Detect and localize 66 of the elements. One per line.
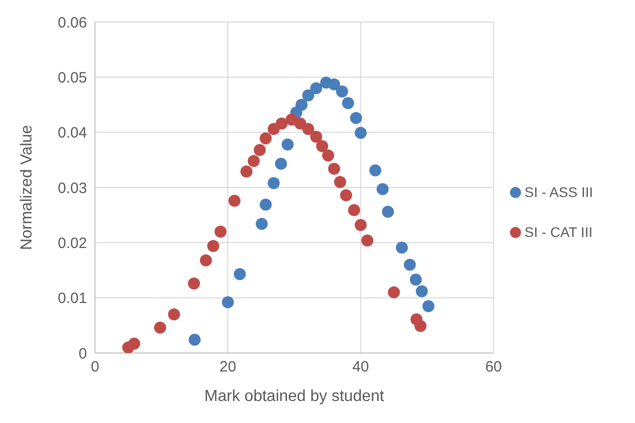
point	[282, 138, 294, 150]
point	[302, 123, 314, 136]
point	[388, 286, 400, 298]
point	[268, 123, 280, 136]
point	[296, 98, 308, 111]
point	[354, 126, 367, 139]
point	[168, 308, 180, 320]
point	[234, 268, 246, 280]
point	[268, 177, 280, 190]
y-tick-label: 0	[78, 345, 87, 362]
point	[316, 140, 328, 152]
y-tick-label: 0.02	[58, 234, 87, 252]
legend-label: SI - CAT III	[524, 224, 592, 240]
point	[348, 204, 360, 216]
point	[376, 183, 389, 196]
point	[276, 118, 288, 130]
point	[207, 240, 220, 252]
point	[228, 194, 240, 207]
point	[154, 322, 166, 334]
point	[422, 300, 434, 312]
point	[248, 155, 260, 168]
point	[334, 176, 346, 188]
point	[328, 162, 340, 175]
point	[294, 118, 306, 130]
point	[322, 150, 334, 162]
y-tick-label: 0.04	[58, 124, 87, 142]
point	[200, 254, 212, 266]
point	[361, 234, 374, 246]
point	[342, 97, 354, 110]
point	[382, 206, 394, 218]
point	[414, 320, 426, 332]
point	[416, 285, 428, 298]
point	[188, 334, 201, 346]
point	[328, 78, 340, 90]
point	[369, 164, 382, 176]
point	[354, 219, 367, 232]
point	[240, 166, 252, 178]
point	[310, 130, 322, 143]
x-tick-label: 20	[220, 358, 236, 376]
point	[302, 89, 314, 102]
point	[310, 82, 322, 94]
legend-label: SI - ASS III	[524, 184, 593, 200]
y-axis-title: Normalized Value	[18, 124, 36, 250]
point	[340, 189, 352, 202]
y-tick-label: 0.01	[58, 290, 87, 308]
point	[256, 218, 268, 230]
point	[128, 338, 140, 350]
point	[222, 296, 234, 308]
point	[410, 274, 422, 286]
y-tick-label: 0.05	[58, 69, 87, 86]
point	[214, 226, 227, 238]
point	[350, 112, 362, 124]
point	[336, 86, 348, 98]
point	[404, 258, 416, 271]
y-tick-label: 0.03	[58, 180, 87, 197]
y-tick-label: 0.06	[58, 14, 87, 32]
point	[254, 144, 266, 156]
x-tick-label: 0	[90, 358, 100, 376]
point	[260, 132, 272, 144]
point	[274, 158, 287, 170]
point	[260, 198, 272, 211]
x-tick-label: 60	[485, 358, 502, 376]
point	[188, 277, 200, 290]
x-axis-title: Mark obtained by student	[204, 388, 385, 405]
point	[396, 242, 408, 254]
x-tick-label: 40	[352, 358, 370, 376]
